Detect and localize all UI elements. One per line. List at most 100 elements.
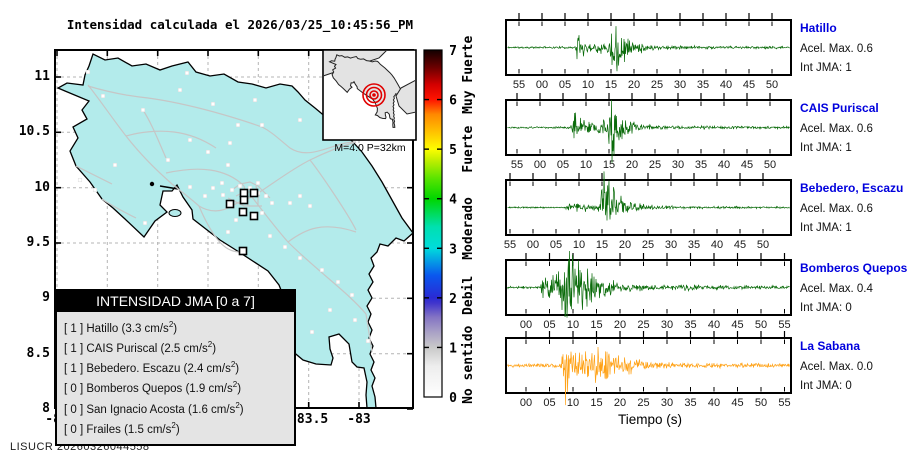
inset-panama	[395, 79, 415, 115]
accel-max-label: Acel. Max. 0.6	[800, 203, 873, 215]
station-dot	[225, 162, 231, 168]
station-dot	[85, 69, 91, 75]
lat-tick-label: 9	[42, 290, 50, 306]
epicenter-ring	[365, 86, 383, 104]
time-tick-label: 30	[661, 319, 673, 331]
station-dot	[112, 162, 118, 168]
time-tick-label: 55	[778, 397, 790, 409]
road-line	[101, 198, 137, 219]
station-name-label: CAIS Puriscal	[800, 101, 879, 115]
int-jma-label: Int JMA: 1	[800, 142, 852, 154]
time-tick-label: 45	[731, 397, 743, 409]
seismogram-trace	[507, 99, 790, 163]
time-tick-label: 15	[590, 397, 602, 409]
epicenter-ring	[362, 83, 386, 107]
road-line	[261, 126, 357, 154]
time-tick-label: 00	[520, 319, 532, 331]
time-tick-label: 30	[665, 239, 677, 251]
station-dot	[205, 149, 211, 155]
felt-station-square	[239, 195, 249, 205]
accel-max-label: Acel. Max. 0.4	[800, 283, 873, 295]
station-dot	[269, 200, 275, 206]
seismogram-panel-1: 55 00 05 10 15 20 25 30 35 40 45 50	[505, 13, 792, 91]
time-tick-label: 25	[649, 159, 661, 171]
int-jma-label: Int JMA: 0	[800, 380, 852, 392]
station-dot	[297, 193, 303, 199]
road-line	[142, 109, 167, 159]
road-line	[309, 159, 357, 231]
road-line	[125, 130, 217, 149]
station-dot	[287, 200, 293, 206]
gulf-island	[168, 209, 182, 217]
time-tick-label: 15	[590, 319, 602, 331]
colorbar-category-label: Muy Fuerte	[461, 35, 476, 113]
time-tick-label: 05	[550, 239, 562, 251]
colorbar-value-label: 2	[449, 292, 457, 307]
station-dot	[237, 183, 243, 189]
time-tick-label: 40	[708, 319, 720, 331]
station-dot	[187, 137, 193, 143]
time-tick-label: 55	[504, 239, 516, 251]
time-tick-label: 40	[708, 397, 720, 409]
time-tick-label: 55	[511, 159, 523, 171]
station-dot	[77, 177, 83, 183]
road-line	[251, 141, 357, 198]
time-tick-label: 15	[605, 79, 617, 91]
time-tick-label: 10	[573, 239, 585, 251]
station-dot	[309, 329, 315, 335]
epicenter-ring	[369, 90, 379, 100]
colorbar-category-label: Moderado	[461, 197, 476, 260]
report-title: Intensidad calculada el 2026/03/25_10:45…	[66, 17, 414, 32]
station-dot	[349, 292, 355, 298]
lat-tick-label: 11	[34, 69, 50, 84]
time-tick-label: 20	[619, 239, 631, 251]
int-jma-label: Int JMA: 0	[800, 302, 852, 314]
intensity-legend: INTENSIDAD JMA [0 a 7] [ 1 ] Hatillo (3.…	[55, 289, 296, 446]
time-tick-label: 10	[580, 159, 592, 171]
time-tick-label: 10	[567, 397, 579, 409]
inset-costa-rica	[328, 54, 404, 128]
time-tick-label: 50	[764, 159, 776, 171]
colorbar-value-label: 4	[449, 193, 457, 208]
station-dot	[184, 70, 190, 76]
road-line	[365, 313, 373, 353]
station-dot	[319, 267, 325, 273]
time-tick-label: 20	[614, 319, 626, 331]
legend-entry: [ 1 ] Bebedero. Escazu (2.4 cm/s2)	[64, 360, 240, 376]
time-tick-label: 35	[688, 239, 700, 251]
station-dot	[210, 101, 216, 107]
station-dot	[177, 87, 183, 93]
station-dot	[327, 307, 333, 313]
road-line	[75, 165, 113, 185]
accel-max-label: Acel. Max. 0.0	[800, 361, 873, 373]
time-tick-label: 40	[720, 79, 732, 91]
station-dot	[140, 107, 146, 113]
lat-tick-label: 8	[42, 401, 50, 416]
colorbar-category-label: Debil	[461, 276, 476, 315]
station-dot	[282, 244, 288, 250]
lon-tick-label: -83.5	[289, 412, 329, 427]
station-dot	[233, 217, 239, 223]
road-line	[165, 168, 245, 187]
seismogram-panel-2: 55 00 05 10 15 20 25 30 35 40 45 50	[505, 93, 792, 171]
legend-entry: [ 0 ] Frailes (1.5 cm/s2)	[64, 420, 180, 436]
time-tick-label: 20	[626, 159, 638, 171]
legend-entry: [ 0 ] Bomberos Quepos (1.9 cm/s2)	[64, 380, 242, 396]
time-tick-label: 05	[543, 319, 555, 331]
time-tick-label: 20	[614, 397, 626, 409]
lat-tick-label: 10	[34, 179, 50, 195]
legend-entry: [ 1 ] Hatillo (3.3 cm/s2)	[64, 320, 178, 335]
station-dot	[210, 185, 216, 191]
station-dot	[263, 193, 269, 199]
accel-max-label: Acel. Max. 0.6	[800, 123, 873, 135]
time-tick-label: 25	[637, 397, 649, 409]
station-dot	[220, 192, 226, 198]
station-dot	[235, 122, 241, 128]
time-tick-label: 55	[513, 79, 525, 91]
lon-tick-label: -83	[347, 412, 371, 427]
station-dot	[142, 220, 148, 226]
time-axis-label: Tiempo (s)	[617, 412, 682, 427]
time-tick-label: 40	[718, 159, 730, 171]
time-tick-label: 30	[661, 397, 673, 409]
